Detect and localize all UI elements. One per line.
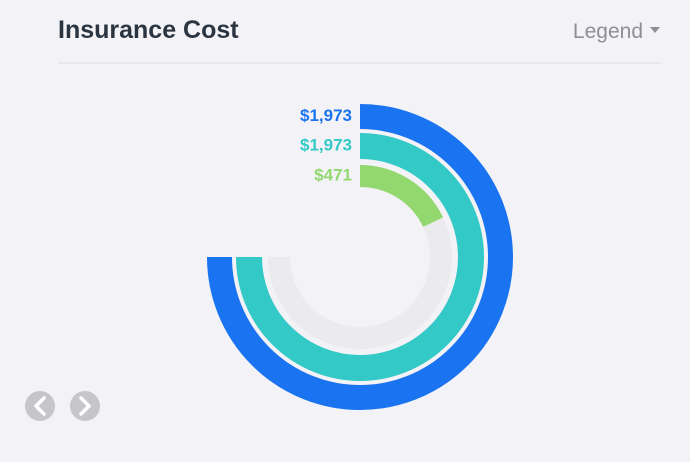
radial-bar [236, 133, 484, 381]
value-label: $1,973 [300, 135, 352, 154]
value-label: $471 [314, 165, 352, 184]
radial-bar [207, 104, 513, 410]
radial-bar [359, 165, 444, 228]
prev-button[interactable] [25, 391, 55, 421]
next-button[interactable] [70, 391, 100, 421]
chart-title: Insurance Cost [58, 16, 239, 44]
value-label: $1,973 [300, 106, 352, 125]
legend-caret[interactable] [650, 27, 660, 33]
legend-button[interactable]: Legend [573, 20, 643, 43]
